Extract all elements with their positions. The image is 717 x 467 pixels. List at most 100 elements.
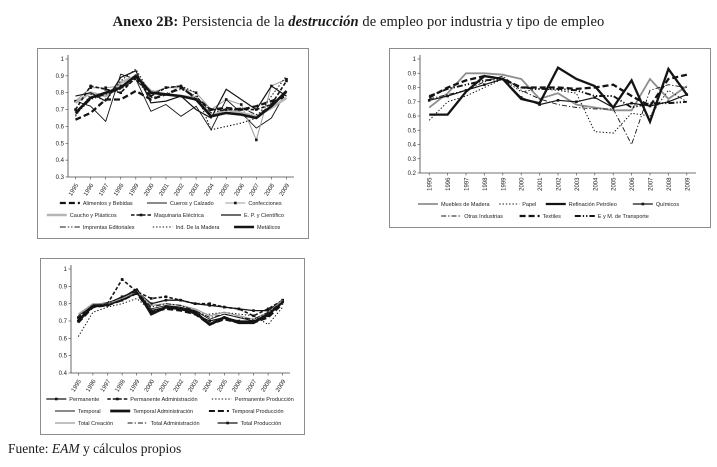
y-tick-label: 0.2 [408,171,417,177]
y-tick-label: 0.5 [408,128,417,134]
x-tick-label: 1997 [465,177,471,191]
series-marker [104,86,107,89]
legend-item: Papel [499,202,536,208]
series-marker [104,88,107,91]
x-tick-label: 2003 [189,182,202,197]
y-tick-label: 0.4 [56,158,65,164]
series-marker [255,138,258,142]
source-note-label: Fuente: [8,441,52,456]
series-marker [120,295,124,299]
series-line-refinaci-n-petr-leo [429,65,688,125]
series-line-permanente-administraci-n [77,278,284,319]
series-marker [239,108,243,111]
legend-label: Total Producción [241,421,282,427]
series-marker [179,298,182,302]
legend-marker [116,397,119,401]
legend-item: Maquinaria Eléctrica [131,213,205,219]
series-marker [223,316,226,319]
series-marker [252,319,255,323]
x-tick-label: 2000 [520,177,526,191]
legend-item: Textiles [519,214,561,220]
legend-marker [226,421,229,425]
y-tick-label: 0.6 [56,124,65,130]
series-marker [179,86,183,89]
x-tick-label: 1997 [100,378,113,393]
series-marker [77,316,80,319]
series-marker [77,319,80,323]
series-marker [208,302,211,305]
x-tick-label: 1995 [71,378,84,393]
figure-title-mid: Persistencia de la [178,14,289,30]
y-tick-label: 0.8 [59,302,68,308]
legend-label: Maquinaria Eléctrica [154,213,205,219]
series-marker [89,86,92,89]
legend-item: Caucho y Plásticos [46,213,117,219]
x-tick-label: 2006 [234,182,247,197]
x-tick-label: 2005 [217,378,230,393]
x-tick-label: 2000 [143,182,156,197]
legend-label: Metálicos [257,225,280,231]
x-tick-label: 1997 [98,182,111,197]
series-line-ind-de-la-madera [75,68,287,131]
x-tick-label: 1996 [85,378,98,393]
x-tick-label: 2003 [188,378,201,393]
x-tick-label: 2009 [685,177,691,191]
y-tick-label: 0.4 [408,143,417,149]
series-line-met-licos [74,74,288,120]
y-tick-label: 0.7 [408,100,417,106]
series-marker [519,96,523,99]
y-tick-label: 0.7 [56,108,65,114]
x-tick-label: 1998 [113,182,126,197]
series-marker [208,304,211,307]
series-marker [237,319,241,323]
series-marker [223,305,226,309]
series-marker [266,307,270,311]
series-marker [74,108,77,111]
x-tick-label: 2003 [575,177,581,191]
legend-label: Alimentos y Bebidas [83,201,133,207]
series-line-textiles [428,73,688,108]
legend-label: Total Creación [78,421,113,427]
x-tick-label: 2008 [264,182,277,197]
x-tick-label: 2002 [173,378,186,393]
series-marker [556,99,560,102]
series-marker [464,89,468,92]
series-marker [281,298,284,302]
series-marker [135,291,138,295]
series-marker [193,312,197,316]
legend-item: Temporal [55,409,101,415]
series-marker [239,103,243,106]
series-marker [150,309,153,312]
series-marker [252,314,255,318]
series-marker [179,307,182,311]
y-tick-label: 0.5 [56,141,65,147]
series-marker [648,104,652,108]
legend-item: Metálicos [234,225,281,231]
series-line-total-administraci-n [77,290,283,320]
legend-label: Caucho y Plásticos [70,213,117,219]
x-tick-label: 2004 [204,182,217,197]
series-marker [150,302,153,305]
legend-item: Muebles de Madera [417,202,491,208]
series-marker [285,77,288,81]
legend-marker [641,202,645,206]
series-marker [164,298,168,302]
x-tick-label: 1995 [68,182,81,197]
legend-item: E. P. y Científico [221,213,284,219]
series-marker [106,304,109,307]
legend-item: Cueros y Calzado [146,201,214,207]
x-tick-label: 1996 [83,182,96,197]
y-tick-label: 1 [64,267,68,273]
series-marker [237,307,241,311]
y-tick-label: 0.9 [56,74,65,80]
series-marker [209,108,213,111]
legend-item: Otras Industrias [441,214,503,220]
legend-label: Temporal [78,409,101,415]
series-line-cueros-y-calzado [75,73,287,131]
series-line-e-y-m-de-transporte [428,78,687,109]
series-marker [266,309,270,312]
series-marker [224,98,228,101]
figure-title-prefix: Anexo 2B: [112,14,179,30]
series-marker [89,84,92,88]
figure-title-suffix: de empleo por industria y tipo de empleo [358,14,605,30]
